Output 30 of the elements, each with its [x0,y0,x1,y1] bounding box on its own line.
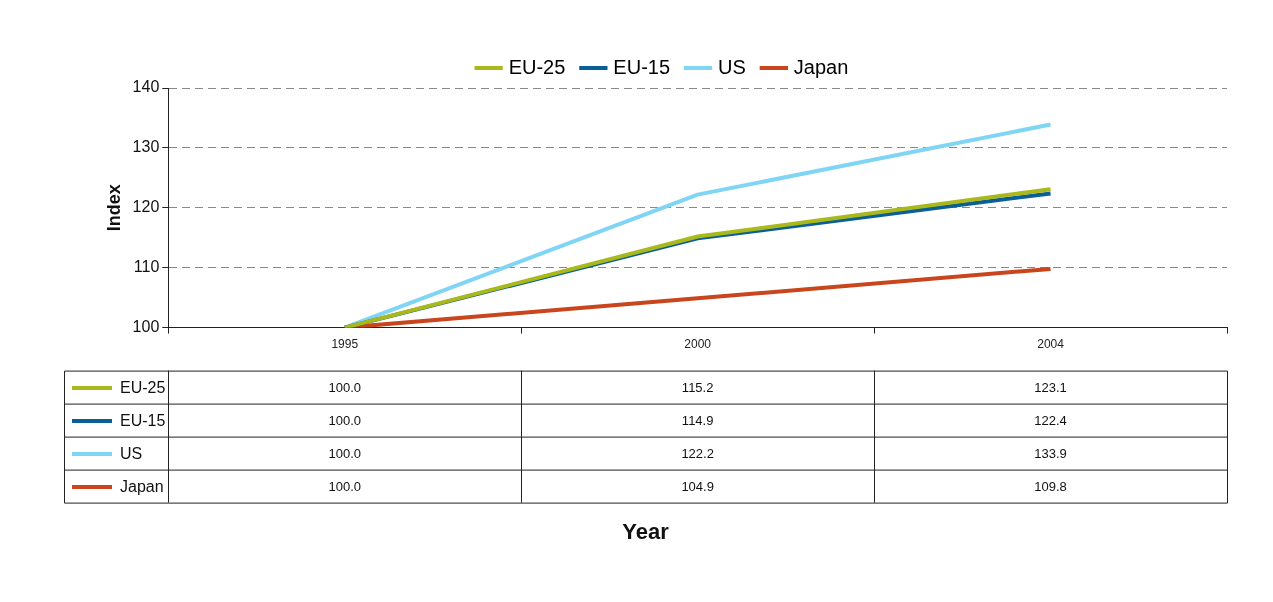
data-label: 100.0 [328,478,362,494]
x-tick-label: 1995 [331,337,359,352]
data-label: 100.0 [328,412,362,428]
data-label: 123.1 [1034,379,1067,395]
text: EU-15 [120,411,166,429]
y-tick-label: 110 [133,258,160,276]
legend-label: Japan [793,55,849,78]
legend-label: EU-15 [613,55,671,78]
y-tick-label: 130 [132,138,160,156]
text: EU-25 [120,378,166,396]
y-tick-label: 140 [132,78,160,96]
data-label: 115.2 [681,379,714,395]
legend-label: EU-25 [508,55,566,78]
legend-label: US [718,55,746,78]
data-label: 122.2 [681,445,714,461]
data-label: 100.0 [328,445,362,461]
x-tick-label: 2004 [1037,337,1065,352]
x-tick-label: 2000 [684,337,712,352]
data-label: 122.4 [1034,412,1067,428]
data-label: 100.0 [328,379,362,395]
y-tick-label: 120 [132,198,160,216]
data-label: 104.9 [681,478,714,494]
data-label: 114.9 [681,412,714,428]
y-axis-title: Index [103,184,124,232]
text: US [120,444,143,462]
text: Year [622,518,670,544]
y-tick-label: 100 [132,318,160,336]
data-label: 109.8 [1034,478,1067,494]
text: Japan [120,477,164,495]
data-label: 133.9 [1034,445,1067,461]
